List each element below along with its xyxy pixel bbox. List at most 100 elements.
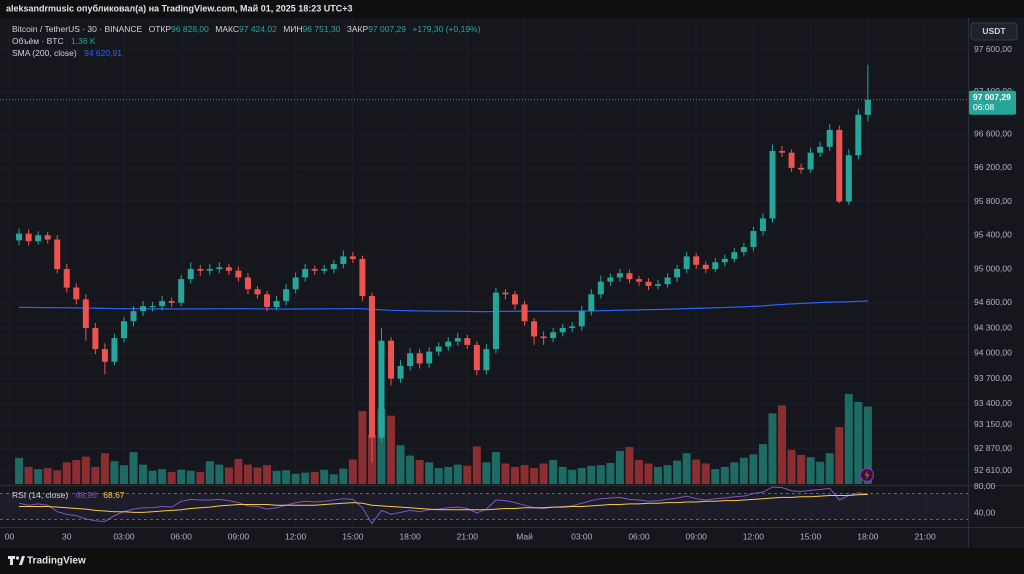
volume-bar	[272, 470, 281, 484]
footer-logo[interactable]	[8, 556, 25, 565]
candle-body	[130, 311, 137, 322]
volume-bar	[396, 445, 405, 484]
volume-bar	[24, 466, 33, 484]
y-tick-label: 94 000,00	[974, 348, 1012, 358]
volume-bar	[501, 463, 510, 484]
volume-bar	[177, 469, 186, 484]
volume-bar	[482, 462, 491, 484]
y-tick-label: 95 800,00	[974, 196, 1012, 206]
candle-body	[111, 338, 118, 362]
candle-body	[178, 279, 185, 303]
volume-bar	[263, 465, 272, 484]
candle-body	[416, 353, 423, 364]
candle-body	[25, 233, 32, 242]
volume-bar	[558, 466, 567, 484]
candle-body	[292, 277, 299, 290]
candle-body	[44, 235, 51, 240]
candle-body	[159, 301, 166, 307]
candle-body	[92, 328, 99, 350]
logo-part[interactable]	[15, 556, 20, 560]
candle-body	[588, 294, 595, 312]
candle-body	[578, 311, 585, 327]
candle-body	[168, 301, 175, 303]
alert-icon[interactable]	[859, 467, 875, 483]
x-tick-label: 06:00	[628, 531, 650, 541]
volume-bar	[329, 474, 338, 484]
footer-brand[interactable]: TradingView	[27, 556, 86, 567]
volume-bar	[167, 472, 176, 484]
sma	[19, 300, 868, 313]
volume-bar	[701, 463, 710, 484]
candle-body	[16, 233, 23, 241]
candle-body	[483, 349, 490, 371]
x-tick-label: 12:00	[743, 531, 765, 541]
volume-bar	[491, 452, 500, 484]
rsi-ma-last: 68,67	[103, 490, 125, 500]
x-tick-label: 18:00	[399, 531, 421, 541]
candle-body	[807, 152, 814, 170]
legend-volume: Объём · BTC 1,36 K	[12, 36, 96, 46]
candle-body	[273, 301, 280, 307]
volume-bar	[387, 415, 396, 484]
volume-last: 1,36 K	[71, 36, 96, 46]
currency-button[interactable]	[970, 22, 1018, 41]
candle-body	[340, 256, 347, 264]
volume-bar	[854, 401, 863, 484]
candle-body	[149, 306, 156, 308]
volume-bar	[644, 463, 653, 484]
volume-bar	[463, 465, 472, 484]
volume-bar	[406, 455, 415, 484]
x-tick-label: 00	[5, 531, 15, 541]
volume-bar	[863, 406, 872, 484]
volume-bar	[415, 460, 424, 484]
candle-body	[197, 269, 204, 271]
y-tick-label: 93 150,00	[974, 419, 1012, 429]
candle-body	[569, 326, 576, 329]
change-value: +179,30 (+0,19%)	[412, 24, 480, 34]
volume-bar	[520, 465, 529, 484]
candle-body	[550, 332, 557, 339]
candle-body	[35, 235, 42, 242]
candle-body	[445, 341, 452, 347]
volume-bar	[358, 411, 367, 484]
logo-part[interactable]	[10, 556, 13, 565]
volume-bar	[692, 459, 701, 484]
candle-body	[473, 344, 480, 371]
candle-body	[82, 299, 89, 329]
open-label: ОТКР	[149, 24, 172, 34]
candle-body	[626, 273, 633, 280]
volume-bar	[453, 464, 462, 484]
volume-bar	[320, 469, 329, 484]
volume-bar	[234, 458, 243, 484]
candle-body	[321, 269, 328, 271]
candle-body	[330, 263, 337, 270]
volume-bar	[186, 470, 195, 484]
candle-body	[607, 277, 614, 282]
candle-body	[817, 146, 824, 153]
low-label: МИН	[283, 24, 302, 34]
candle-body	[531, 321, 538, 337]
author-line: aleksandrmusic опубликовал(а) на Trading…	[6, 3, 353, 13]
volume-bar	[348, 459, 357, 484]
volume-bar	[654, 466, 663, 484]
candle-body	[559, 328, 566, 333]
logo-part[interactable]	[19, 556, 25, 565]
candle-body	[511, 294, 518, 305]
y-tick-label: 95 400,00	[974, 230, 1012, 240]
y-tick-label: 94 300,00	[974, 322, 1012, 332]
volume-bar	[663, 465, 672, 484]
symbol-title: Bitcoin / TetherUS · 30 · BINANCE	[12, 24, 143, 34]
candle-body	[645, 281, 652, 286]
volume-bar	[434, 468, 443, 484]
currency-label[interactable]: USDT	[982, 26, 1006, 36]
candle-body	[206, 269, 213, 271]
volume-bar	[339, 468, 348, 484]
alert-bolt[interactable]	[864, 470, 870, 480]
y-tick-label: 93 400,00	[974, 398, 1012, 408]
y-tick-label: 95 000,00	[974, 263, 1012, 273]
candle-body	[140, 306, 147, 312]
volume-bar	[825, 453, 834, 484]
sma-last: 94 620,91	[84, 48, 122, 58]
volume-bar	[100, 453, 109, 484]
rsi-tick-label: 80,00	[974, 481, 996, 491]
